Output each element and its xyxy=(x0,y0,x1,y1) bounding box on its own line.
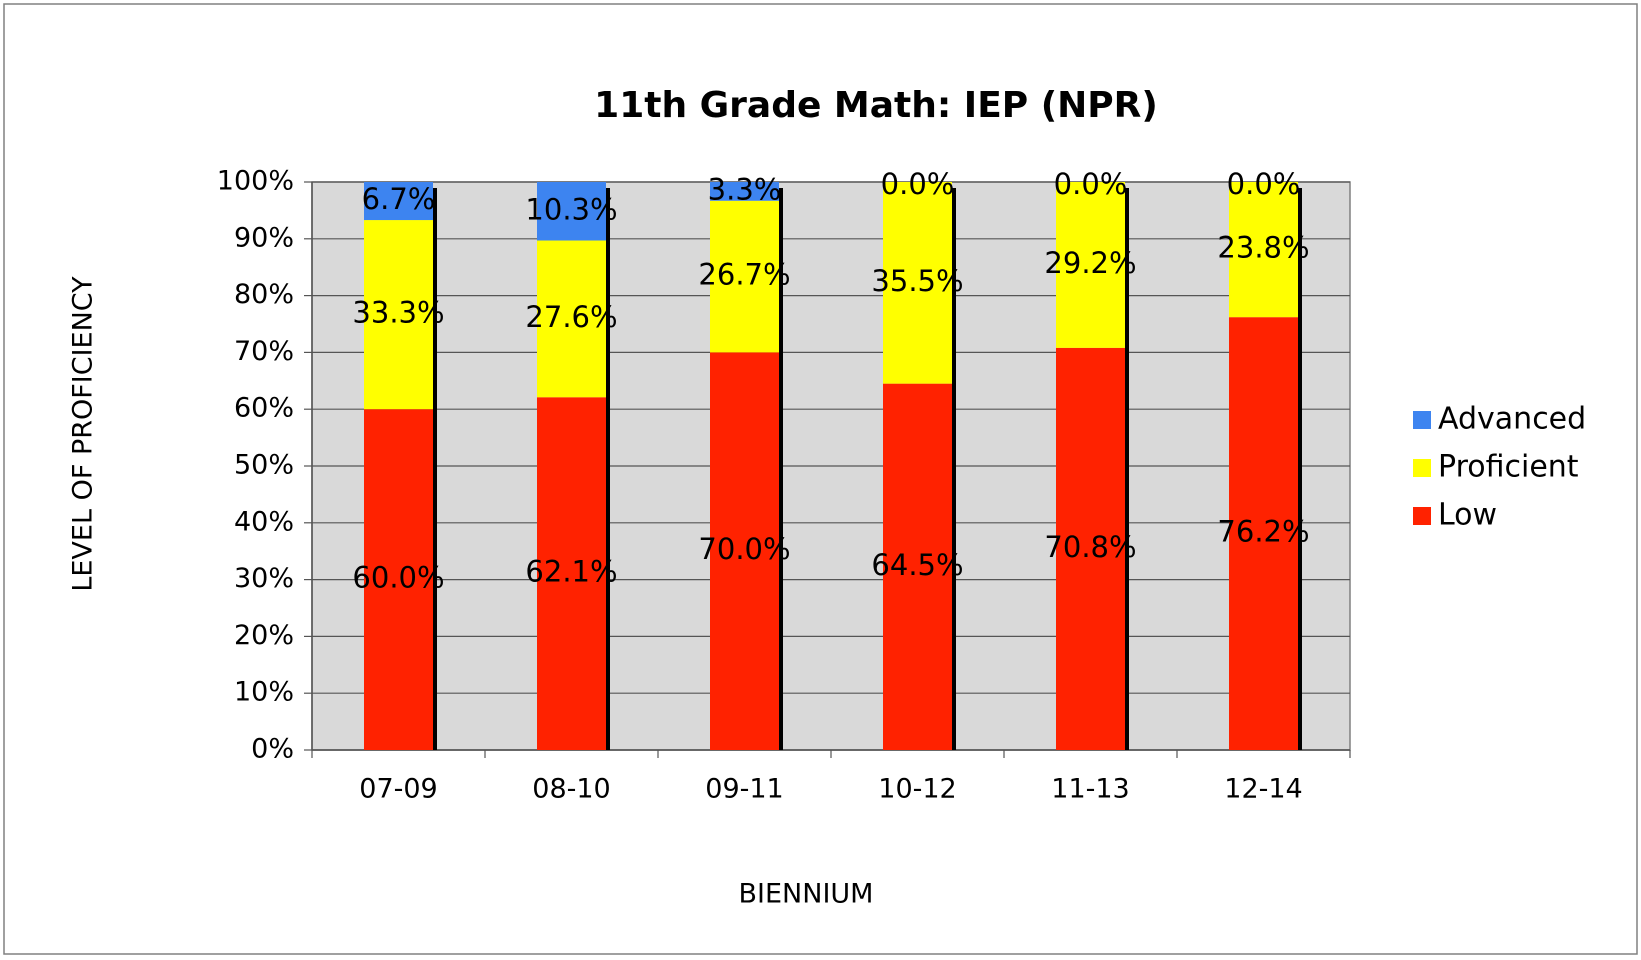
data-label: 6.7% xyxy=(362,182,436,216)
bar-segment xyxy=(1056,347,1125,750)
x-tick-label: 08-10 xyxy=(532,774,610,805)
x-tick-label: 09-11 xyxy=(705,774,783,805)
x-axis-label: BIENNIUM xyxy=(739,879,874,910)
data-label: 23.8% xyxy=(1217,231,1309,265)
bar-segment xyxy=(537,397,606,750)
data-label: 0.0% xyxy=(881,167,955,201)
legend-swatch xyxy=(1413,411,1431,429)
y-tick-label: 10% xyxy=(234,677,294,708)
legend-swatch xyxy=(1413,507,1431,525)
x-tick-label: 10-12 xyxy=(878,774,956,805)
data-label: 62.1% xyxy=(525,555,617,589)
bar-segment xyxy=(883,182,952,384)
x-tick-label: 07-09 xyxy=(359,774,437,805)
bar-shadow xyxy=(952,188,956,750)
data-label: 76.2% xyxy=(1217,515,1309,549)
legend-label: Advanced xyxy=(1438,402,1586,437)
data-label: 35.5% xyxy=(871,264,963,298)
data-label: 26.7% xyxy=(698,258,790,292)
bar-segment xyxy=(883,383,952,750)
legend-label: Low xyxy=(1438,498,1497,533)
y-tick-label: 100% xyxy=(217,166,294,197)
data-label: 70.8% xyxy=(1044,530,1136,564)
y-tick-label: 70% xyxy=(234,336,294,367)
bar-segment xyxy=(710,182,779,201)
data-label: 0.0% xyxy=(1227,167,1301,201)
bar-shadow xyxy=(1125,188,1129,750)
data-label: 60.0% xyxy=(352,561,444,595)
bar-segment xyxy=(1229,182,1298,318)
bar-segment xyxy=(537,182,606,241)
legend-label: Proficient xyxy=(1438,450,1579,485)
chart-title: 11th Grade Math: IEP (NPR) xyxy=(594,85,1158,126)
x-tick-label: 11-13 xyxy=(1051,774,1129,805)
data-label: 70.0% xyxy=(698,532,790,566)
y-tick-label: 60% xyxy=(234,393,294,424)
y-tick-label: 40% xyxy=(234,506,294,537)
y-tick-label: 20% xyxy=(234,620,294,651)
bar-segment xyxy=(364,182,433,221)
bar-segment xyxy=(364,220,433,410)
bar-segment xyxy=(710,200,779,353)
data-label: 10.3% xyxy=(525,192,617,226)
y-tick-label: 30% xyxy=(234,563,294,594)
x-tick-label: 12-14 xyxy=(1224,774,1302,805)
y-tick-label: 50% xyxy=(234,450,294,481)
bar-segment xyxy=(537,240,606,398)
bar-shadow xyxy=(779,188,783,750)
y-tick-label: 90% xyxy=(234,222,294,253)
y-tick-label: 0% xyxy=(251,734,294,765)
data-label: 29.2% xyxy=(1044,246,1136,280)
data-label: 27.6% xyxy=(525,300,617,334)
data-label: 0.0% xyxy=(1054,167,1128,201)
y-tick-label: 80% xyxy=(234,279,294,310)
data-label: 33.3% xyxy=(352,296,444,330)
bar-shadow xyxy=(606,188,610,750)
legend-swatch xyxy=(1413,459,1431,477)
bar-shadow xyxy=(433,188,437,750)
data-label: 64.5% xyxy=(871,548,963,582)
bar-segment xyxy=(1056,182,1125,348)
bar-segment xyxy=(1229,317,1298,750)
data-label: 3.3% xyxy=(708,172,782,206)
bar-shadow xyxy=(1298,188,1302,750)
bar-segment xyxy=(364,409,433,750)
y-axis-label: LEVEL OF PROFICIENCY xyxy=(68,276,99,592)
bar-segment xyxy=(710,352,779,750)
